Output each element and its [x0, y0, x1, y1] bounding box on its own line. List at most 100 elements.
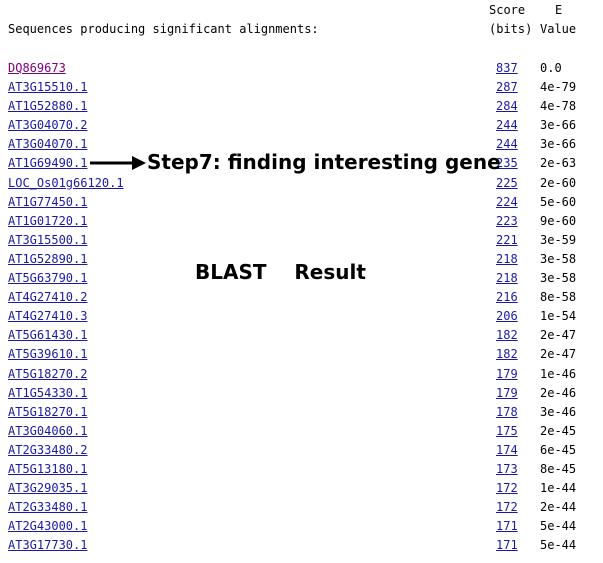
score-link[interactable]: 206: [496, 309, 518, 324]
evalue-text: 1e-44: [540, 481, 577, 496]
evalue-text: 5e-44: [540, 538, 577, 553]
evalue-text: 1e-46: [540, 366, 577, 381]
score-link[interactable]: 178: [496, 404, 518, 419]
alignment-row: AT1G01720.1 223 9e-60: [0, 213, 603, 232]
score-link[interactable]: 171: [496, 538, 518, 553]
score-link[interactable]: 244: [496, 118, 518, 133]
score-link[interactable]: 182: [496, 347, 518, 362]
score-link[interactable]: 218: [496, 271, 518, 286]
alignment-row: AT3G29035.1 172 1e-44: [0, 480, 603, 499]
accession-link[interactable]: AT1G01720.1: [8, 213, 88, 228]
accession-link[interactable]: AT5G39610.1: [8, 347, 88, 362]
accession-link[interactable]: AT1G52880.1: [8, 99, 88, 114]
evalue-text: 2e-45: [540, 423, 577, 438]
evalue-text: 8e-45: [540, 461, 577, 476]
accession-link[interactable]: LOC_Os01g66120.1: [8, 175, 124, 190]
score-header-line1: Score: [489, 3, 526, 17]
evalue-header-line1: E: [555, 3, 563, 17]
accession-link[interactable]: AT1G54330.1: [8, 385, 88, 400]
alignment-row: AT3G04070.2 244 3e-66: [0, 117, 603, 136]
accession-link[interactable]: AT1G77450.1: [8, 194, 88, 209]
alignment-row: DQ869673 837 0.0: [0, 60, 603, 79]
score-link[interactable]: 172: [496, 481, 518, 496]
score-link[interactable]: 837: [496, 61, 518, 75]
score-link[interactable]: 173: [496, 461, 518, 476]
alignment-row: AT3G04070.1 244 3e-66: [0, 136, 603, 155]
alignment-row: AT3G17730.1 171 5e-44: [0, 537, 603, 556]
score-link[interactable]: 179: [496, 385, 518, 400]
accession-link[interactable]: AT2G33480.1: [8, 500, 88, 515]
alignment-row: AT3G15510.1 287 4e-79: [0, 79, 603, 98]
accession-link[interactable]: AT5G18270.1: [8, 404, 88, 419]
alignment-row: AT2G33480.1 172 2e-44: [0, 499, 603, 518]
evalue-text: 2e-47: [540, 347, 577, 362]
score-link[interactable]: 179: [496, 366, 518, 381]
alignment-row: AT4G27410.3 206 1e-54: [0, 308, 603, 327]
evalue-text: 3e-59: [540, 232, 577, 247]
accession-link[interactable]: AT3G04070.2: [8, 118, 88, 133]
evalue-text: 5e-60: [540, 194, 577, 209]
accession-link[interactable]: AT3G15510.1: [8, 80, 88, 95]
accession-link[interactable]: AT5G61430.1: [8, 328, 88, 343]
score-link[interactable]: 244: [496, 137, 518, 152]
alignment-row: AT5G13180.1 173 8e-45: [0, 461, 603, 480]
score-link[interactable]: 221: [496, 232, 518, 247]
accession-link[interactable]: AT5G63790.1: [8, 271, 88, 286]
evalue-text: 9e-60: [540, 213, 577, 228]
evalue-text: 2e-46: [540, 385, 577, 400]
blast-label: BLAST: [195, 260, 267, 284]
score-link[interactable]: 224: [496, 194, 518, 209]
accession-link[interactable]: AT1G69490.1: [8, 156, 88, 171]
alignment-row: AT1G52880.1 284 4e-78: [0, 98, 603, 117]
arrow-right-icon: [90, 156, 146, 170]
accession-link[interactable]: AT3G04070.1: [8, 137, 88, 152]
accession-link[interactable]: AT2G43000.1: [8, 519, 88, 534]
alignment-row: AT1G52890.1 218 3e-58: [0, 251, 603, 270]
sequences-label: Sequences producing significant alignmen…: [8, 22, 319, 36]
accession-link[interactable]: AT5G13180.1: [8, 461, 88, 476]
results-header: Sequences producing significant alignmen…: [0, 0, 603, 50]
alignment-list: DQ869673 837 0.0 AT3G15510.1 287 4e-79 AT1G528…: [0, 60, 603, 556]
evalue-header-line2: Value: [540, 22, 577, 36]
score-link[interactable]: 225: [496, 175, 518, 190]
score-link[interactable]: 171: [496, 519, 518, 534]
score-link[interactable]: 218: [496, 251, 518, 266]
evalue-text: 5e-44: [540, 519, 577, 534]
evalue-text: 2e-44: [540, 500, 577, 515]
accession-link[interactable]: AT1G52890.1: [8, 251, 88, 266]
accession-link[interactable]: AT2G33480.2: [8, 442, 88, 457]
score-link[interactable]: 182: [496, 328, 518, 343]
alignment-row: LOC_Os01g66120.1 225 2e-60: [0, 175, 603, 194]
accession-link[interactable]: AT4G27410.2: [8, 290, 88, 305]
result-label: Result: [294, 260, 366, 284]
accession-link[interactable]: AT3G15500.1: [8, 232, 88, 247]
score-header-line2: (bits): [489, 22, 533, 36]
accession-link[interactable]: AT5G18270.2: [8, 366, 88, 381]
alignment-row: AT5G63790.1 218 3e-58: [0, 270, 603, 289]
accession-link[interactable]: AT3G29035.1: [8, 481, 88, 496]
accession-link[interactable]: AT3G04060.1: [8, 423, 88, 438]
evalue-text: 3e-46: [540, 404, 577, 419]
score-link[interactable]: 235: [496, 156, 518, 171]
evalue-text: 6e-45: [540, 442, 577, 457]
accession-link[interactable]: DQ869673: [8, 61, 66, 75]
evalue-text: 3e-66: [540, 137, 577, 152]
evalue-text: 2e-60: [540, 175, 577, 190]
evalue-text: 3e-58: [540, 251, 577, 266]
evalue-text: 4e-78: [540, 99, 577, 114]
score-link[interactable]: 284: [496, 99, 518, 114]
score-link[interactable]: 172: [496, 500, 518, 515]
score-link[interactable]: 175: [496, 423, 518, 438]
accession-link[interactable]: AT4G27410.3: [8, 309, 88, 324]
score-link[interactable]: 223: [496, 213, 518, 228]
score-link[interactable]: 216: [496, 290, 518, 305]
score-link[interactable]: 174: [496, 442, 518, 457]
alignment-row: AT5G39610.1 182 2e-47: [0, 346, 603, 365]
accession-link[interactable]: AT3G17730.1: [8, 538, 88, 553]
alignment-row: AT5G61430.1 182 2e-47: [0, 327, 603, 346]
evalue-text: 4e-79: [540, 80, 577, 95]
score-link[interactable]: 287: [496, 80, 518, 95]
alignment-row: AT1G69490.1 235 2e-63: [0, 155, 603, 174]
evalue-text: 3e-66: [540, 118, 577, 133]
alignment-row: AT5G18270.1 178 3e-46: [0, 404, 603, 423]
